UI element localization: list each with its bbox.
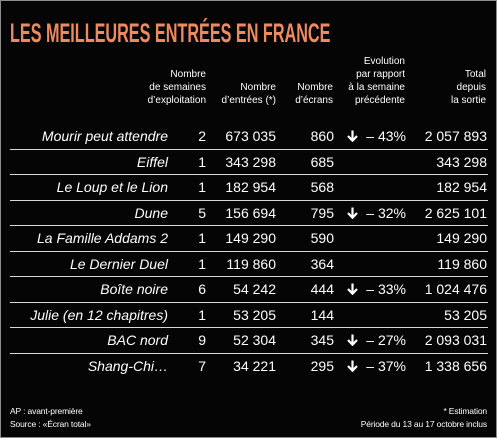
screens-count: 345: [310, 332, 334, 348]
column-header-entrees: Nombre d’entrées (*): [206, 51, 276, 107]
total-admissions: 2 625 101: [424, 204, 487, 221]
weekly-change: – 33%: [366, 281, 406, 297]
total-admissions: 119 860: [437, 255, 487, 272]
admissions-count: 34 221: [233, 357, 276, 374]
column-header-evolution: Evolution par rapport à la semaine précéden…: [331, 51, 405, 107]
film-title: Dune: [134, 204, 168, 221]
admissions-count: 54 242: [233, 281, 276, 297]
weeks-count: 1: [198, 255, 206, 272]
weeks-count: 9: [198, 332, 206, 348]
column-header-line: de semaines: [149, 82, 206, 93]
down-arrow-icon: [347, 360, 358, 372]
film-title: Mourir peut attendre: [41, 128, 168, 144]
down-arrow-icon: [347, 207, 358, 219]
screens-count: 590: [310, 230, 334, 246]
page-title: LES MEILLEURES ENTRÉES EN FRANCE: [10, 18, 331, 48]
film-title: Le Loup et le Lion: [56, 179, 168, 195]
column-header-weeks: Nombre de semaines d’exploitation: [121, 51, 206, 107]
weeks-count: 1: [198, 179, 206, 195]
weekly-change: – 37%: [366, 357, 406, 374]
admissions-count: 182 954: [225, 179, 276, 195]
footnote-ap: AP : avant-première: [10, 406, 83, 416]
admissions-count: 52 304: [233, 332, 276, 348]
table-row: Le Dernier Duel 1 119 860 364 119 860: [10, 252, 488, 277]
weekly-change: – 27%: [366, 332, 406, 348]
column-header-line: Total: [464, 69, 486, 80]
column-header-line: Nombre: [240, 82, 276, 93]
screens-count: 685: [310, 153, 334, 170]
column-header-line: à la semaine: [348, 82, 405, 93]
admissions-count: 149 290: [225, 230, 276, 246]
total-admissions: 2 093 031: [424, 332, 487, 348]
screens-count: 144: [310, 306, 334, 323]
table-row: Shang-Chi… 7 34 221 295 – 37% 1 338 656: [10, 354, 488, 380]
admissions-count: 53 205: [233, 306, 276, 323]
film-title: Le Dernier Duel: [69, 255, 168, 272]
film-title: Julie (en 12 chapitres): [30, 306, 168, 323]
column-header-line: d’écrans: [295, 95, 333, 106]
screens-count: 795: [310, 204, 334, 221]
total-admissions: 2 057 893: [424, 128, 487, 144]
table-row: Mourir peut attendre 2 673 035 860 – 43% 2 05…: [10, 124, 488, 150]
column-header-line: par rapport: [356, 69, 405, 80]
screens-count: 444: [310, 281, 334, 297]
footnote-source: Source : «Écran total»: [10, 419, 91, 429]
down-arrow-icon: [347, 334, 358, 346]
weeks-count: 2: [198, 128, 206, 144]
footer-notes-left: AP : avant-première Source : «Écran tota…: [10, 405, 91, 431]
film-title: BAC nord: [107, 332, 168, 348]
screens-count: 364: [310, 255, 334, 272]
film-title: Boîte noire: [100, 281, 168, 297]
weekly-change: – 32%: [366, 204, 406, 221]
footnote-estimation: * Estimation: [443, 406, 487, 416]
total-admissions: 149 290: [436, 230, 487, 246]
column-header-line: la sortie: [450, 95, 486, 106]
column-header-line: Nombre: [170, 69, 206, 80]
weeks-count: 5: [198, 204, 206, 221]
table-row: Eiffel 1 343 298 685 343 298: [10, 150, 488, 175]
film-title: Shang-Chi…: [87, 357, 168, 374]
column-header-line: Evolution: [363, 56, 405, 67]
table-row: Dune 5 156 694 795 – 32% 2 625 101: [10, 201, 488, 226]
table-row: BAC nord 9 52 304 345 – 27% 2 093 031: [10, 328, 488, 354]
screens-count: 295: [310, 357, 334, 374]
column-header-line: précédente: [354, 95, 405, 106]
weeks-count: 1: [198, 230, 206, 246]
screens-count: 568: [310, 179, 334, 195]
screens-count: 860: [310, 128, 334, 144]
weeks-count: 1: [198, 153, 206, 170]
admissions-count: 673 035: [225, 128, 276, 144]
column-header-ecrans: Nombre d’écrans: [281, 51, 333, 107]
footnote-period: Période du 13 au 17 octobre inclus: [360, 419, 487, 429]
total-admissions: 1 338 656: [424, 357, 487, 374]
column-header-line: d’entrées (*): [221, 95, 276, 106]
admissions-count: 156 694: [225, 204, 276, 221]
column-header-line: d’exploitation: [147, 95, 206, 106]
table-row: Julie (en 12 chapitres) 1 53 205 144 53 205: [10, 303, 488, 328]
total-admissions: 343 298: [436, 153, 487, 170]
down-arrow-icon: [347, 130, 358, 142]
weeks-count: 7: [198, 357, 206, 374]
weeks-count: 1: [198, 306, 206, 323]
total-admissions: 53 205: [444, 306, 487, 323]
table-row: La Famille Addams 2 1 149 290 590 149 290: [10, 226, 488, 252]
total-admissions: 182 954: [436, 179, 487, 195]
admissions-count: 119 860: [226, 255, 276, 272]
film-title: La Famille Addams 2: [37, 230, 168, 246]
footer-notes-right: * Estimation Période du 13 au 17 octobre…: [361, 405, 487, 431]
column-header-line: Nombre: [297, 82, 333, 93]
total-admissions: 1 024 476: [424, 281, 487, 297]
column-header-line: depuis: [456, 82, 486, 93]
table-row: Boîte noire 6 54 242 444 – 33% 1 024 476: [10, 277, 488, 303]
weekly-change: – 43%: [366, 128, 406, 144]
weeks-count: 6: [198, 281, 206, 297]
admissions-count: 343 298: [225, 153, 276, 170]
table-row: Le Loup et le Lion 1 182 954 568 182 954: [10, 175, 488, 201]
down-arrow-icon: [347, 283, 358, 295]
column-header-total: Total depuis la sortie: [416, 51, 486, 107]
film-title: Eiffel: [136, 153, 168, 170]
table-body: Mourir peut attendre 2 673 035 860 – 43% 2 05…: [1, 124, 496, 382]
